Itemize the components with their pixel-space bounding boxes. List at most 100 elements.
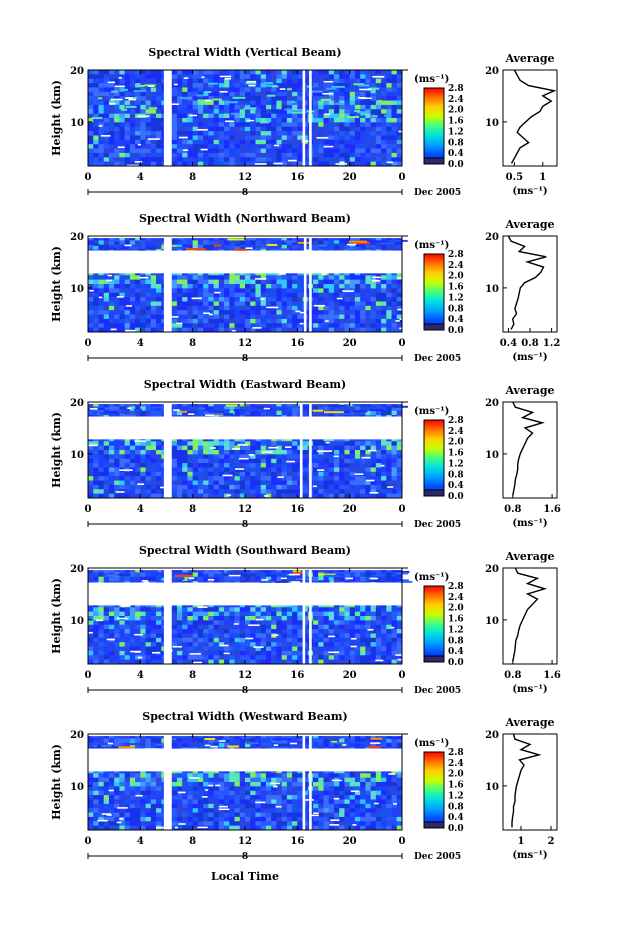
heatmap-cell bbox=[396, 78, 403, 84]
heatmap-cell bbox=[386, 109, 392, 115]
heatmap-cell bbox=[302, 83, 309, 88]
heatmap-cell bbox=[365, 279, 371, 285]
heatmap-cell bbox=[182, 152, 188, 158]
heatmap-cell bbox=[339, 104, 345, 110]
heatmap-cell bbox=[150, 441, 157, 447]
heatmap-cell bbox=[187, 83, 194, 88]
heatmap-cell bbox=[171, 467, 178, 473]
heatmap-cell bbox=[381, 314, 387, 320]
heatmap-cell bbox=[349, 74, 356, 80]
heatmap-cell bbox=[234, 161, 241, 167]
heatmap-cell bbox=[323, 471, 330, 477]
heatmap-cell bbox=[313, 323, 319, 329]
heatmap-cell bbox=[239, 458, 246, 464]
heatmap-cell bbox=[140, 493, 146, 499]
profile-y-tick-label: 20 bbox=[485, 66, 499, 77]
heatmap-cell bbox=[156, 87, 162, 93]
heatmap-cell bbox=[135, 576, 141, 582]
missing-speckle bbox=[197, 129, 208, 131]
heatmap-cell bbox=[391, 275, 398, 281]
heatmap-cell bbox=[344, 78, 351, 84]
heatmap-cell bbox=[224, 471, 230, 477]
heatmap-cell bbox=[124, 118, 131, 123]
heatmap-cell bbox=[271, 467, 277, 473]
heatmap-cell bbox=[360, 161, 366, 167]
heatmap-cell bbox=[323, 454, 330, 460]
heatmap-cell bbox=[229, 83, 235, 88]
heatmap-cell bbox=[318, 489, 324, 495]
heatmap-cell bbox=[375, 471, 382, 477]
heatmap-cell bbox=[88, 139, 94, 145]
heatmap-cell bbox=[250, 288, 256, 294]
heatmap-cell bbox=[218, 157, 225, 163]
missing-speckle bbox=[392, 253, 401, 256]
heatmap-cell bbox=[344, 310, 351, 315]
heatmap-cell bbox=[260, 489, 267, 495]
heatmap-cell bbox=[245, 445, 251, 451]
heatmap-cell bbox=[313, 122, 319, 128]
missing-speckle bbox=[124, 244, 132, 247]
heatmap-cell bbox=[124, 74, 131, 80]
missing-speckle bbox=[98, 296, 103, 299]
heatmap-cell bbox=[323, 118, 330, 123]
heatmap-cell bbox=[208, 484, 214, 490]
sparse-return bbox=[392, 405, 408, 408]
heatmap-cell bbox=[250, 402, 256, 407]
heatmap-cell bbox=[229, 292, 235, 298]
heatmap-cell bbox=[360, 139, 366, 145]
heatmap-cell bbox=[344, 292, 351, 298]
heatmap-cell bbox=[354, 144, 361, 149]
heatmap-cell bbox=[302, 476, 309, 481]
heatmap-cell bbox=[150, 292, 157, 298]
heatmap-cell bbox=[203, 484, 209, 490]
heatmap-cell bbox=[114, 471, 120, 477]
heatmap-cell bbox=[344, 74, 351, 80]
heatmap-cell bbox=[197, 109, 204, 115]
heatmap-cell bbox=[349, 292, 356, 298]
heatmap-cell bbox=[344, 493, 351, 499]
heatmap-cell bbox=[323, 476, 330, 481]
heatmap-cell bbox=[208, 161, 214, 167]
heatmap-cell bbox=[245, 131, 251, 136]
heatmap-cell bbox=[245, 292, 251, 298]
heatmap-cell bbox=[203, 454, 209, 460]
heatmap-cell bbox=[391, 480, 398, 486]
heatmap-cell bbox=[370, 458, 377, 464]
heatmap-cell bbox=[182, 109, 188, 115]
heatmap-cell bbox=[129, 275, 136, 281]
heatmap-cell bbox=[375, 126, 382, 132]
bright-return bbox=[334, 102, 344, 105]
heatmap-cell bbox=[171, 139, 178, 145]
heatmap-cell bbox=[255, 576, 262, 582]
heatmap-cell bbox=[281, 275, 288, 281]
heatmap-cell bbox=[229, 118, 235, 123]
heatmap-cell bbox=[98, 74, 105, 80]
panel-title: Spectral Width (Eastward Beam) bbox=[144, 378, 346, 391]
heatmap-cell bbox=[318, 310, 324, 315]
heatmap-cell bbox=[98, 297, 105, 302]
heatmap-cell bbox=[114, 78, 120, 84]
heatmap-cell bbox=[281, 445, 288, 451]
heatmap-cell bbox=[140, 292, 146, 298]
heatmap-cell bbox=[365, 152, 371, 158]
missing-speckle bbox=[333, 455, 339, 458]
heatmap-cell bbox=[239, 284, 246, 289]
heatmap-cell bbox=[93, 236, 99, 241]
heatmap-cell bbox=[182, 484, 188, 490]
heatmap-cell bbox=[145, 450, 152, 455]
heatmap-cell bbox=[98, 157, 105, 163]
heatmap-cell bbox=[218, 327, 225, 333]
heatmap-cell bbox=[297, 100, 303, 106]
heatmap-cell bbox=[98, 122, 105, 128]
heatmap-cell bbox=[328, 109, 335, 115]
missing-speckle bbox=[118, 76, 122, 79]
heatmap-cell bbox=[218, 406, 225, 412]
heatmap-cell bbox=[313, 318, 319, 324]
heatmap-cell bbox=[386, 122, 392, 128]
heatmap-cell bbox=[255, 410, 262, 416]
heatmap-cell bbox=[250, 275, 256, 281]
heatmap-cell bbox=[381, 126, 387, 132]
heatmap-cell bbox=[114, 292, 120, 298]
heatmap-cell bbox=[349, 310, 356, 315]
heatmap-cell bbox=[239, 275, 246, 281]
